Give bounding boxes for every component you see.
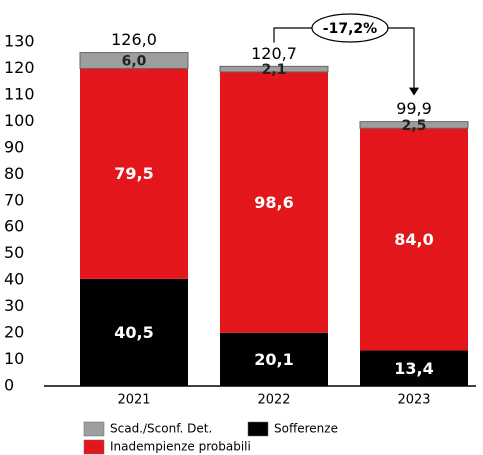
total-label: 126,0 xyxy=(111,30,157,49)
annotation-arrow xyxy=(409,87,419,96)
x-tick-label: 2022 xyxy=(257,393,290,408)
y-tick-label: 130 xyxy=(4,32,35,51)
y-tick-label: 110 xyxy=(4,84,35,103)
data-label: 40,5 xyxy=(114,323,153,342)
y-tick-label: 10 xyxy=(4,349,24,368)
data-label: 20,1 xyxy=(254,350,293,369)
bar-segment xyxy=(220,71,328,333)
bar-segment xyxy=(80,278,188,386)
x-tick-label: 2021 xyxy=(117,393,150,408)
bar-segment xyxy=(220,332,328,386)
annotation-line xyxy=(273,27,312,43)
y-tick-label: 80 xyxy=(4,164,24,183)
y-tick-label: 20 xyxy=(4,323,24,342)
y-tick-label: 90 xyxy=(4,137,24,156)
total-label: 120,7 xyxy=(251,44,297,63)
bar-segment xyxy=(360,128,468,351)
legend-swatch xyxy=(83,421,105,437)
y-tick-label: 120 xyxy=(4,58,35,77)
data-label: 84,0 xyxy=(394,230,433,249)
y-tick-label: 60 xyxy=(4,217,24,236)
y-tick-label: 50 xyxy=(4,243,24,262)
y-tick-label: 0 xyxy=(4,376,14,395)
data-label: 98,6 xyxy=(254,193,293,212)
y-tick-label: 30 xyxy=(4,296,24,315)
legend-label: Sofferenze xyxy=(274,422,338,436)
bar-segment xyxy=(359,121,469,129)
annotation-line xyxy=(388,27,415,90)
data-label: 79,5 xyxy=(114,164,153,183)
y-tick-label: 40 xyxy=(4,270,24,289)
bar-segment xyxy=(219,65,329,73)
data-label: 13,4 xyxy=(394,359,433,378)
annotation: -17,2% xyxy=(323,21,377,37)
y-tick-label: 70 xyxy=(4,190,24,209)
bar-segment xyxy=(79,52,189,69)
y-tick-label: 100 xyxy=(4,111,35,130)
legend-label: Scad./Sconf. Det. xyxy=(110,422,212,436)
total-label: 99,9 xyxy=(396,99,432,118)
legend-swatch xyxy=(83,439,105,455)
bar-segment xyxy=(360,350,468,386)
legend-label: Inadempienze probabili xyxy=(110,440,251,454)
bar-segment xyxy=(80,68,188,279)
annotation-oval xyxy=(311,13,389,43)
data-label: 6,0 xyxy=(122,54,147,70)
x-tick-label: 2023 xyxy=(397,393,430,408)
legend-swatch xyxy=(247,421,269,437)
data-label: 2,1 xyxy=(262,62,287,78)
data-label: 2,5 xyxy=(402,118,427,134)
